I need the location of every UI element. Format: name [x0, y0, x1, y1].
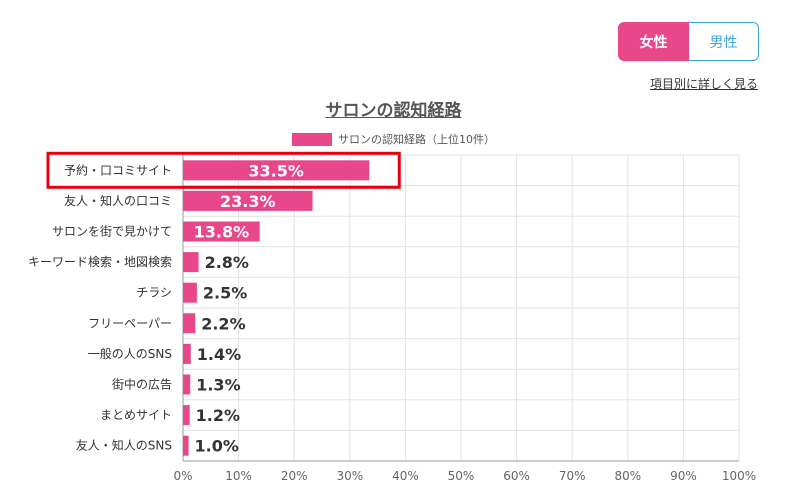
value-label: 1.0% — [195, 437, 239, 456]
legend-swatch — [292, 132, 332, 146]
category-label: フリーペーパー — [88, 316, 172, 330]
chart-legend: サロンの認知経路（上位10件） — [0, 131, 787, 147]
x-tick-label: 80% — [614, 469, 641, 483]
highlight-box — [46, 151, 401, 189]
bar — [183, 343, 191, 364]
female-tab[interactable]: 女性 — [618, 22, 689, 61]
category-label: まとめサイト — [100, 408, 172, 422]
value-label: 1.2% — [196, 406, 240, 425]
x-tick-label: 100% — [722, 469, 756, 483]
chart-title: サロンの認知経路 — [325, 101, 462, 121]
bar — [183, 252, 199, 273]
x-tick-label: 50% — [448, 469, 475, 483]
value-label: 33.5% — [248, 161, 304, 180]
chart-x-ticks: 0% 10% 20% 30% 40% 50% 60% 70% 80% 90% 100% — [173, 469, 756, 483]
male-tab[interactable]: 男性 — [689, 22, 759, 61]
x-tick-label: 30% — [336, 469, 363, 483]
value-label: 23.3% — [220, 192, 276, 211]
bar — [183, 435, 189, 456]
bar — [183, 282, 197, 303]
x-tick-label: 20% — [281, 469, 308, 483]
bar — [183, 190, 313, 211]
x-tick-label: 10% — [225, 469, 252, 483]
category-label: 予約・口コミサイト — [64, 162, 172, 177]
value-label: 2.8% — [205, 253, 249, 272]
category-label: キーワード検索・地図検索 — [28, 255, 172, 269]
x-tick-label: 70% — [559, 469, 586, 483]
legend-label: サロンの認知経路（上位10件） — [338, 133, 495, 146]
category-label: 友人・知人の口コミ — [64, 194, 172, 208]
value-label: 13.8% — [194, 223, 250, 242]
category-label: サロンを街で見かけて — [52, 225, 172, 239]
x-tick-label: 90% — [670, 469, 697, 483]
value-label: 1.4% — [197, 345, 241, 364]
highlight-rect — [46, 151, 401, 189]
bar — [183, 405, 190, 426]
chart-grid — [182, 154, 740, 462]
category-label: 友人・知人のSNS — [76, 439, 172, 453]
category-label: チラシ — [136, 286, 172, 300]
gender-toggle: 女性 男性 — [618, 22, 759, 61]
x-tick-label: 40% — [392, 469, 419, 483]
x-tick-label: 0% — [173, 469, 192, 483]
detail-link[interactable]: 項目別に詳しく見る — [649, 77, 758, 91]
bar — [183, 313, 196, 334]
x-tick-label: 60% — [503, 469, 530, 483]
bar — [183, 221, 260, 242]
value-label: 2.2% — [201, 314, 245, 333]
bar — [183, 160, 370, 181]
category-label: 街中の広告 — [112, 377, 172, 392]
category-label: 一般の人のSNS — [88, 346, 172, 361]
chart-bars — [183, 160, 370, 456]
value-label: 2.5% — [203, 284, 247, 303]
chart-labels: 予約・口コミサイト 33.5% 友人・知人の口コミ 23.3% サロンを街で見かけて 13… — [28, 161, 304, 455]
bar — [183, 374, 191, 395]
value-label: 1.3% — [196, 376, 240, 395]
